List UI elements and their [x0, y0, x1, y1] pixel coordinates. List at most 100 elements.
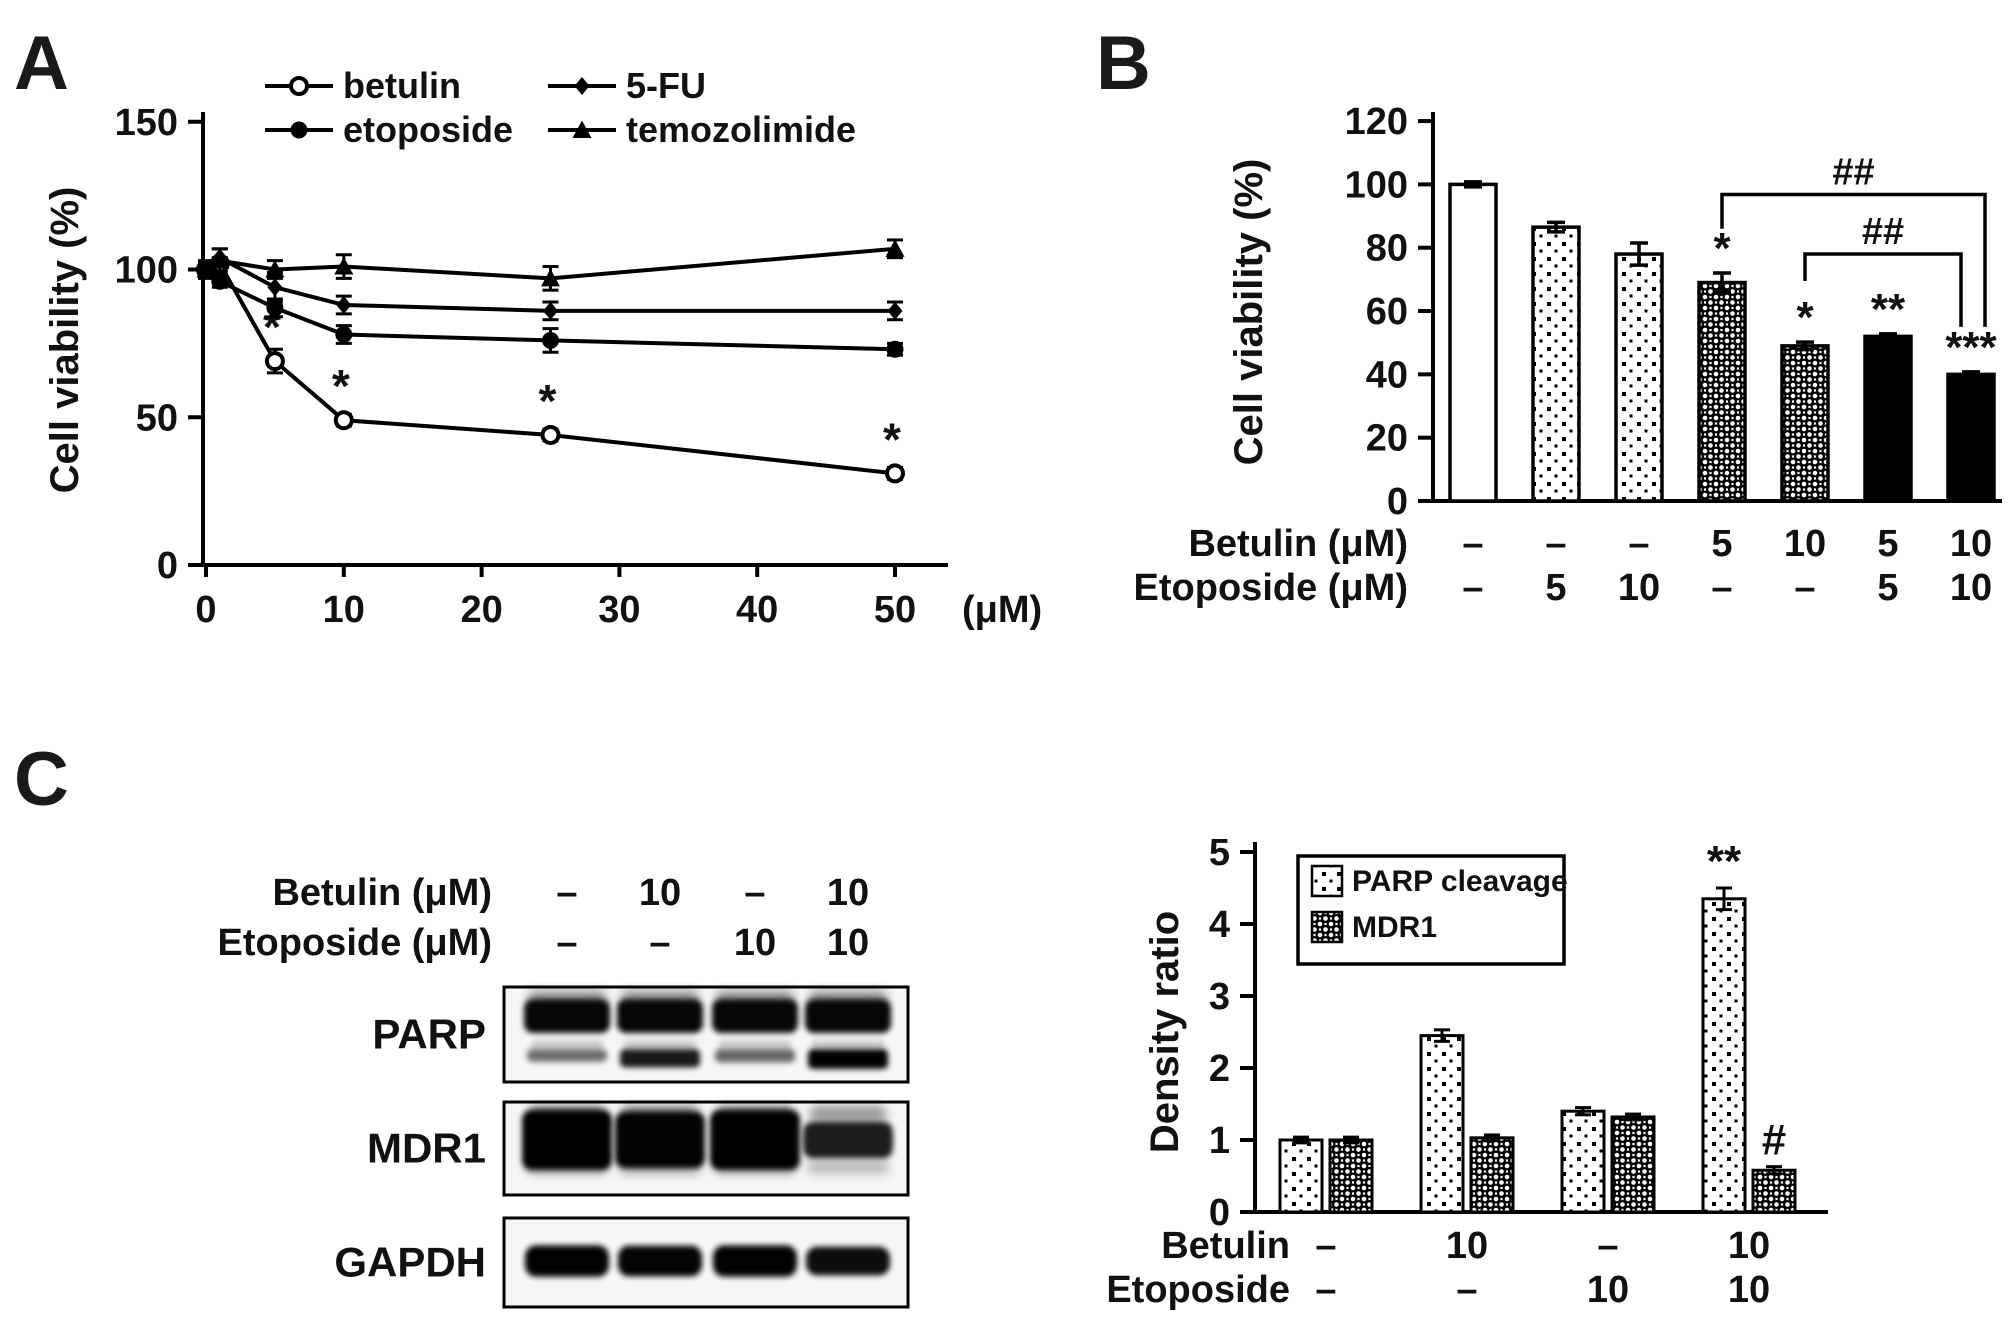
dose-value: –: [1711, 567, 1732, 609]
y-tick-label: 5: [1209, 832, 1230, 874]
band-faint: [719, 1041, 791, 1048]
dose-value: –: [1315, 1269, 1336, 1311]
dose-value: 10: [1618, 567, 1660, 609]
significance-bracket-label: ##: [1832, 152, 1874, 194]
series-temozolimide: [196, 238, 905, 292]
band-main: [618, 1245, 702, 1277]
x-tick-label: 20: [460, 589, 502, 631]
blot-label: PARP: [372, 1011, 486, 1058]
band-main: [803, 1121, 893, 1159]
dose-row-label: Etoposide (μM): [218, 922, 492, 964]
dose-value: 10: [1784, 523, 1826, 565]
band-cleaved: [715, 1049, 795, 1063]
panel-c-label: C: [14, 737, 69, 822]
marker-open-circle: [264, 351, 285, 372]
marker-open-circle: [885, 463, 905, 484]
bar: [1469, 1136, 1515, 1214]
significance-bracket: [1803, 252, 1963, 327]
marker-filled-circle: [290, 121, 308, 139]
bar: [1531, 225, 1581, 503]
bar: [1328, 1138, 1374, 1214]
marker-filled-diamond: [887, 301, 903, 320]
band-main: [522, 1110, 612, 1170]
bar: [1610, 1115, 1656, 1214]
marker-filled-triangle: [572, 120, 592, 138]
significance-label: ***: [1945, 323, 1997, 372]
y-tick-label: 0: [157, 545, 178, 587]
marker-filled-diamond: [574, 77, 590, 95]
significance-asterisk: *: [539, 375, 557, 427]
dose-value: 10: [1950, 523, 1992, 565]
band-smear: [526, 1160, 608, 1174]
y-tick-label: 150: [115, 102, 178, 144]
blot-row-mdr1: [502, 1100, 910, 1197]
band-main: [712, 999, 798, 1033]
y-tick-label: 2: [1209, 1048, 1230, 1090]
significance-label: **: [1707, 837, 1742, 886]
bar: [1448, 182, 1498, 503]
x-tick-label: 10: [323, 589, 365, 631]
panel-a-label: A: [14, 21, 69, 106]
series-parp-cleavage: [1278, 886, 1747, 1214]
y-tick-label: 100: [1345, 164, 1408, 206]
bar: [1419, 1034, 1465, 1214]
band-main: [525, 1245, 609, 1277]
dose-value: –: [1462, 567, 1483, 609]
band-main: [710, 1110, 800, 1170]
significance-asterisk: *: [883, 413, 901, 465]
legend-label: PARP cleavage: [1352, 865, 1568, 898]
legend-swatch: [1310, 910, 1344, 944]
legend-swatch: [1310, 864, 1344, 898]
y-tick-label: 100: [115, 250, 178, 292]
marker-open-circle: [289, 76, 309, 96]
bar: [1751, 1168, 1797, 1214]
dose-value: –: [556, 922, 577, 964]
significance-label: *: [1796, 293, 1814, 342]
marker-filled-triangle: [885, 239, 905, 257]
dose-value: –: [744, 872, 765, 914]
band-smear: [810, 1106, 886, 1122]
y-tick-label: 0: [1209, 1192, 1230, 1234]
band-smear: [714, 1160, 796, 1174]
series-mdr1: [1328, 1112, 1797, 1214]
dose-value: –: [1597, 1225, 1618, 1267]
marker-filled-triangle: [196, 260, 216, 278]
y-axis-label: Cell viability (%): [43, 187, 87, 494]
y-tick-label: 80: [1366, 228, 1408, 270]
dose-value: 10: [1728, 1269, 1770, 1311]
dose-row-label: Betulin (μM): [1188, 523, 1408, 565]
dose-value: 5: [1711, 523, 1732, 565]
dose-value: 10: [1950, 567, 1992, 609]
legend-label: etoposide: [343, 109, 513, 150]
band-cleaved: [808, 1049, 888, 1069]
dose-value: 10: [1446, 1225, 1488, 1267]
dose-value: 10: [827, 872, 869, 914]
panel-c-density-chart: 0 1 2 3 4 5 Density ratio ** # PARP cleavage MDR1 B…: [1106, 832, 1828, 1311]
legend-label: temozolimide: [626, 109, 856, 150]
band-main: [524, 999, 610, 1033]
y-tick-label: 3: [1209, 976, 1230, 1018]
band-faint: [812, 1041, 884, 1048]
marker-filled-circle: [335, 326, 353, 344]
dose-value: 5: [1877, 523, 1898, 565]
band-faint: [624, 1041, 696, 1048]
band-cleaved: [620, 1049, 700, 1068]
significance-label: *: [1713, 224, 1731, 273]
significance-asterisk: *: [332, 360, 350, 412]
y-tick-label: 20: [1366, 418, 1408, 460]
band-cleaved: [527, 1049, 607, 1062]
dose-value: 10: [1728, 1225, 1770, 1267]
dose-value: –: [1462, 523, 1483, 565]
dose-row-label: Etoposide (μM): [1134, 567, 1408, 609]
band-smear: [619, 1160, 701, 1174]
dose-value: –: [1545, 523, 1566, 565]
axes: [201, 112, 948, 567]
bar: [1614, 252, 1664, 503]
dose-row-label: Betulin (μM): [272, 872, 492, 914]
dose-value: –: [1456, 1269, 1477, 1311]
y-tick-label: 60: [1366, 291, 1408, 333]
band-main: [713, 1245, 797, 1277]
bar: [1278, 1138, 1324, 1214]
dose-value: –: [556, 872, 577, 914]
band-main: [615, 1111, 705, 1169]
